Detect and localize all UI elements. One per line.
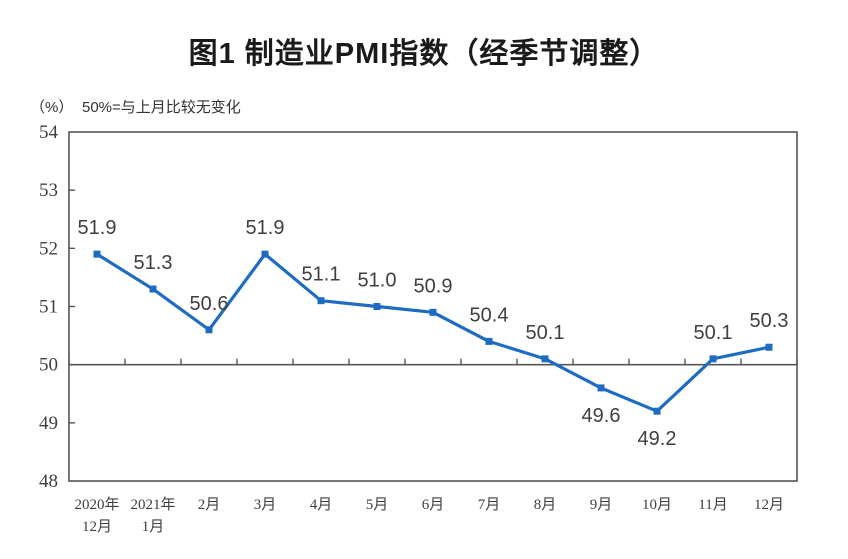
data-point-label: 50.1 (694, 322, 733, 344)
y-axis-tick-label: 52 (39, 238, 58, 259)
x-axis-label: 11月 (698, 497, 727, 513)
data-point-label: 51.1 (302, 264, 341, 286)
data-point-marker (317, 297, 325, 305)
data-point-label: 51.0 (358, 270, 397, 292)
data-point-label: 51.9 (78, 217, 117, 239)
data-point-marker (541, 355, 549, 363)
data-point-label: 49.6 (582, 405, 621, 427)
data-point-label: 50.6 (190, 293, 229, 315)
data-point-marker (261, 250, 269, 258)
data-point-label: 50.9 (414, 275, 453, 297)
y-axis-tick-label: 51 (39, 297, 58, 318)
data-point-marker (429, 308, 437, 316)
x-axis-label: 12月 (754, 497, 784, 513)
data-point-marker (597, 384, 605, 392)
data-point-marker (373, 303, 381, 310)
data-point-marker (205, 326, 213, 334)
y-axis-tick-label: 48 (39, 471, 58, 492)
y-axis-tick-label: 50 (39, 355, 58, 376)
x-axis-label: 10月 (642, 497, 672, 513)
data-point-marker (485, 337, 493, 345)
x-axis-label: 3月 (254, 497, 277, 513)
x-axis-label: 1月 (142, 519, 165, 535)
y-axis-tick-label: 53 (39, 180, 58, 201)
reference-note: 50%=与上月比较无变化 (82, 99, 241, 116)
x-axis-label: 12月 (82, 519, 112, 535)
x-axis-label: 2020年 (74, 496, 119, 513)
data-point-label: 51.9 (246, 217, 285, 239)
y-axis-tick-label: 49 (39, 413, 58, 434)
data-point-marker (653, 407, 661, 415)
data-point-marker (149, 285, 157, 293)
x-axis-label: 7月 (478, 497, 501, 513)
data-point-marker (93, 250, 101, 258)
y-axis-tick-label: 54 (39, 122, 59, 143)
data-point-label: 50.3 (750, 310, 789, 332)
x-axis-label: 2021年 (130, 496, 175, 513)
data-point-marker (765, 343, 773, 351)
x-axis-label: 4月 (310, 497, 333, 513)
x-axis-label: 2月 (198, 497, 221, 513)
data-point-label: 51.3 (134, 252, 173, 274)
y-axis-unit-label: （%） (30, 99, 74, 116)
x-axis-label: 6月 (422, 497, 445, 513)
x-axis-label: 9月 (590, 497, 613, 513)
x-axis-label: 8月 (534, 497, 557, 513)
data-point-marker (709, 355, 717, 363)
chart-title: 图1 制造业PMI指数（经季节调整） (188, 38, 660, 70)
x-axis-label: 5月 (366, 497, 389, 513)
data-point-label: 50.1 (526, 322, 565, 344)
data-point-label: 50.4 (470, 304, 509, 326)
data-point-label: 49.2 (638, 428, 677, 450)
